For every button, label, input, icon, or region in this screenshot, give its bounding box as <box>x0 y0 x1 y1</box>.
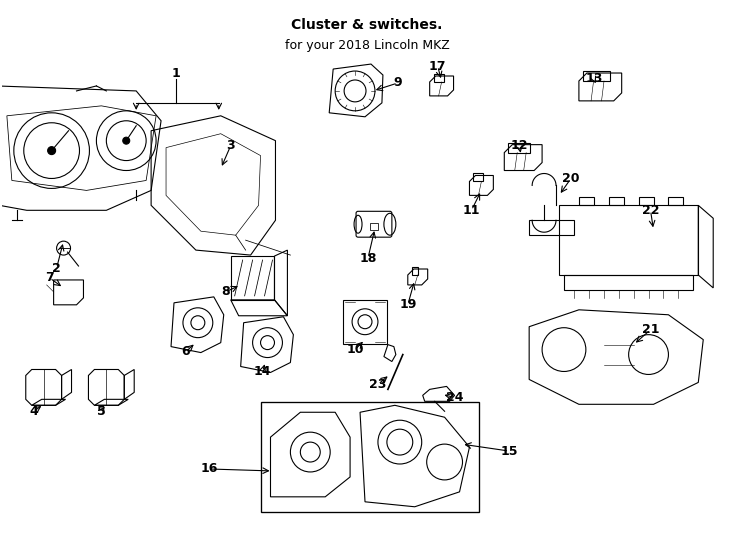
Text: 10: 10 <box>346 343 364 356</box>
Text: 20: 20 <box>562 172 580 185</box>
Text: 2: 2 <box>52 261 61 274</box>
Text: 12: 12 <box>510 139 528 152</box>
Text: 13: 13 <box>585 72 603 85</box>
Text: 17: 17 <box>429 59 446 72</box>
Text: 18: 18 <box>360 252 377 265</box>
Text: 15: 15 <box>501 444 518 457</box>
Text: for your 2018 Lincoln MKZ: for your 2018 Lincoln MKZ <box>285 39 449 52</box>
Text: 9: 9 <box>393 77 402 90</box>
Text: 1: 1 <box>172 66 181 79</box>
Text: 5: 5 <box>97 405 106 418</box>
Text: 14: 14 <box>254 365 272 378</box>
Text: 6: 6 <box>181 345 190 358</box>
Text: 3: 3 <box>226 139 235 152</box>
Text: 8: 8 <box>222 285 230 299</box>
Text: 23: 23 <box>369 378 387 391</box>
Text: 21: 21 <box>642 323 659 336</box>
Text: 11: 11 <box>462 204 480 217</box>
Text: 22: 22 <box>642 204 659 217</box>
Text: 16: 16 <box>200 462 217 476</box>
Circle shape <box>48 147 56 154</box>
Text: 4: 4 <box>29 405 38 418</box>
Text: 7: 7 <box>46 272 54 285</box>
Text: Cluster & switches.: Cluster & switches. <box>291 17 443 31</box>
Circle shape <box>123 137 130 144</box>
Text: 24: 24 <box>446 391 463 404</box>
Text: 19: 19 <box>399 298 416 312</box>
